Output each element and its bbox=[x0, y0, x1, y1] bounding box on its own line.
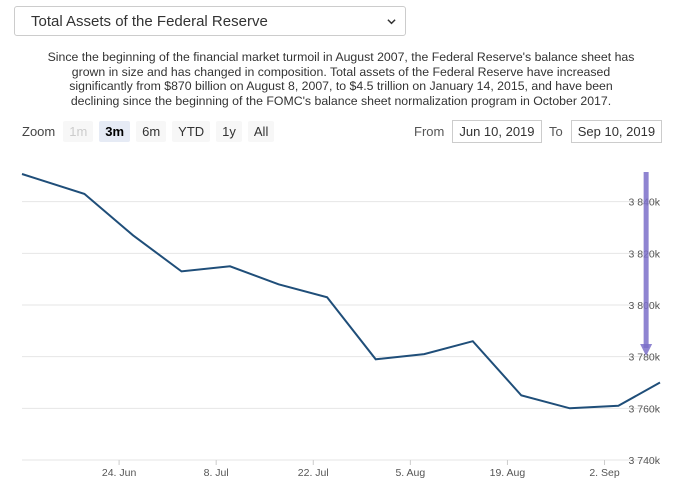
range-from-input[interactable]: Jun 10, 2019 bbox=[452, 120, 542, 143]
zoom-1y-button[interactable]: 1y bbox=[216, 120, 242, 142]
range-from: From Jun 10, 2019 bbox=[414, 120, 542, 143]
zoom-1m-button[interactable]: 1m bbox=[63, 120, 94, 142]
chart-description: Since the beginning of the financial mar… bbox=[30, 50, 652, 108]
chevron-down-icon bbox=[387, 18, 396, 24]
y-tick-label: 3 780k bbox=[628, 352, 660, 364]
x-tick-label: 19. Aug bbox=[490, 467, 526, 479]
description-line: significantly from $870 billion on Augus… bbox=[69, 79, 613, 93]
zoom-ytd-button[interactable]: YTD bbox=[172, 120, 211, 142]
zoom-controls: Zoom 1m 3m 6m YTD 1y All bbox=[22, 120, 280, 142]
series-select[interactable]: Total Assets of the Federal Reserve bbox=[14, 6, 406, 36]
zoom-6m-button[interactable]: 6m bbox=[136, 120, 167, 142]
zoom-all-button[interactable]: All bbox=[247, 120, 275, 142]
range-to: To Sep 10, 2019 bbox=[549, 120, 663, 143]
x-axis-ticks: 24. Jun 8. Jul 22. Jul 5. Aug 19. Aug 2. Sep bbox=[102, 460, 620, 479]
description-line: declining since the beginning of the FOM… bbox=[70, 93, 612, 108]
zoom-3m-button[interactable]: 3m bbox=[99, 120, 131, 142]
range-to-input[interactable]: Sep 10, 2019 bbox=[570, 120, 663, 143]
series-line bbox=[21, 173, 661, 410]
description-line: Since the beginning of the financial mar… bbox=[47, 50, 635, 64]
series-select-value: Total Assets of the Federal Reserve bbox=[31, 12, 268, 30]
annotation-arrow bbox=[640, 172, 653, 356]
grid-lines bbox=[22, 201, 660, 461]
x-tick-label: 2. Sep bbox=[589, 467, 620, 479]
y-tick-label: 3 760k bbox=[628, 403, 660, 415]
x-tick-label: 22. Jul bbox=[298, 467, 329, 479]
description-line: grown in size and has changed in composi… bbox=[71, 64, 611, 79]
y-tick-label: 3 740k bbox=[628, 455, 660, 467]
x-tick-label: 8. Jul bbox=[204, 467, 229, 479]
x-tick-label: 5. Aug bbox=[395, 467, 425, 479]
x-tick-label: 24. Jun bbox=[102, 467, 137, 479]
arrow-head bbox=[640, 344, 653, 356]
range-from-label: From bbox=[414, 124, 445, 139]
range-to-label: To bbox=[549, 124, 563, 139]
zoom-label: Zoom bbox=[22, 123, 56, 139]
